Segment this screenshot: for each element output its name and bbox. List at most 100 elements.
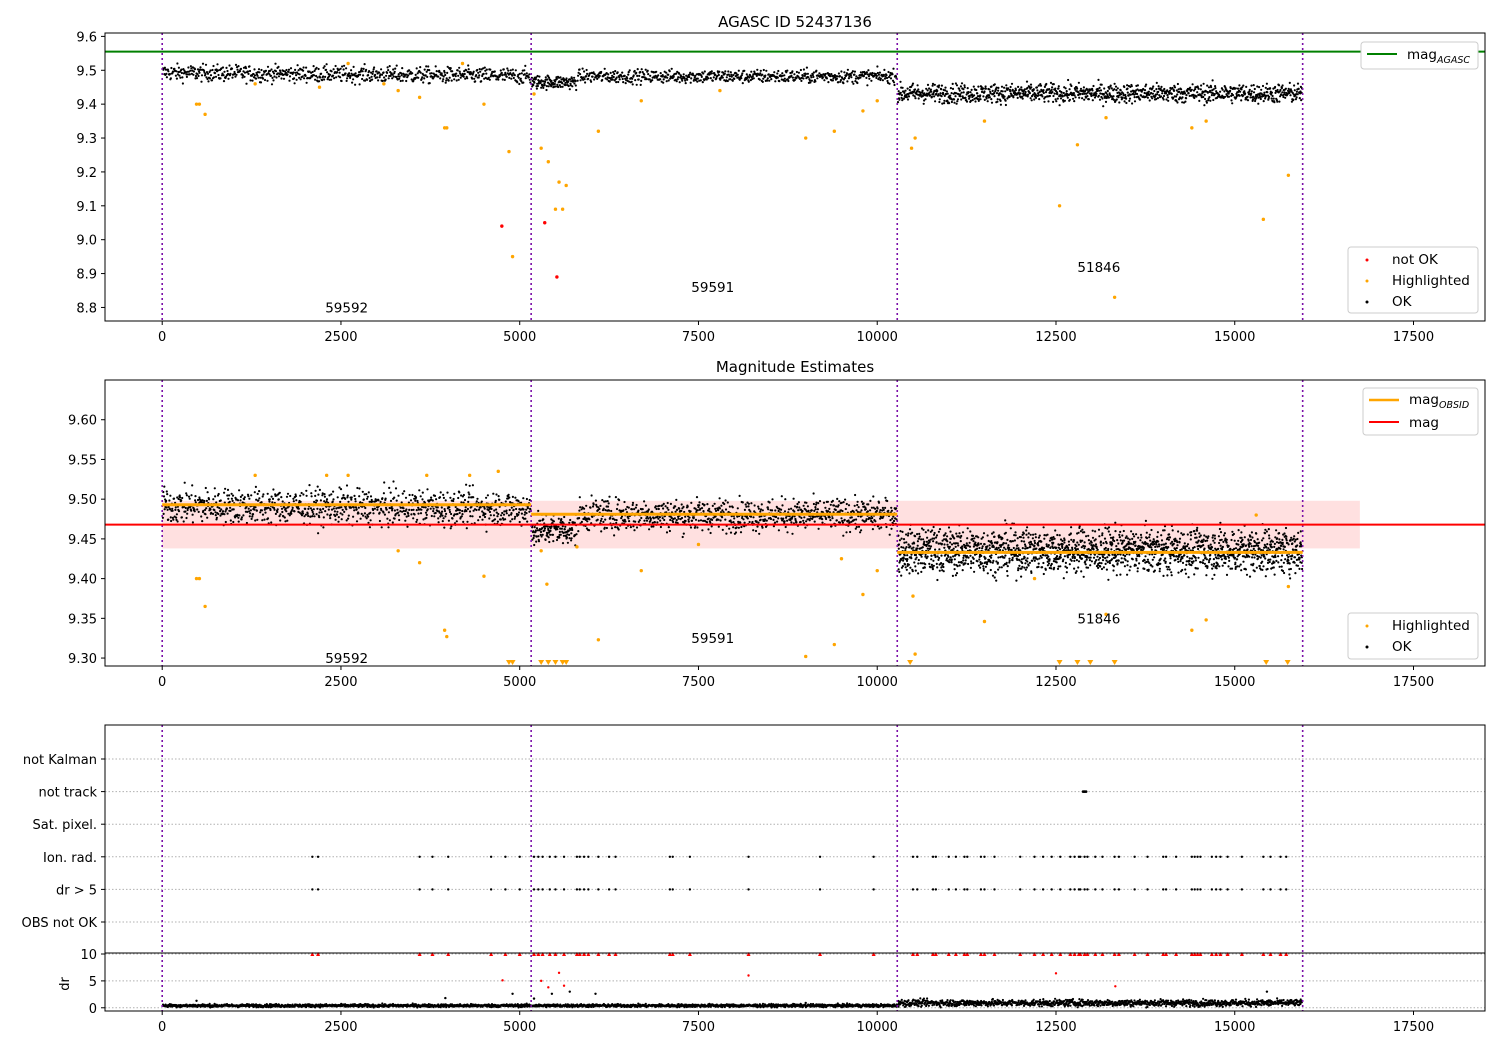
ok-point xyxy=(905,541,908,544)
ok-point xyxy=(447,519,450,522)
ok-point xyxy=(363,63,366,66)
ok-point xyxy=(1099,92,1102,95)
ok-point xyxy=(797,71,801,74)
ok-point xyxy=(398,77,401,80)
ok-point xyxy=(1029,97,1032,100)
ok-point xyxy=(256,492,259,495)
ok-point xyxy=(804,526,807,529)
ok-point xyxy=(372,68,375,71)
ok-point xyxy=(206,77,209,81)
ok-point xyxy=(472,496,475,499)
ok-point xyxy=(592,71,595,74)
ok-point xyxy=(304,74,307,77)
ok-point xyxy=(689,71,692,74)
ok-point xyxy=(262,493,265,496)
ok-point xyxy=(662,78,665,81)
ok-point xyxy=(1009,90,1012,93)
ok-point xyxy=(887,70,890,74)
x-tick-label: 0 xyxy=(158,330,166,345)
ok-point xyxy=(502,513,506,516)
ok-point xyxy=(425,65,428,68)
ok-point xyxy=(725,532,728,535)
ok-point xyxy=(420,508,423,511)
ok-point xyxy=(1166,89,1169,92)
ok-point xyxy=(686,78,689,81)
ok-point xyxy=(253,74,257,77)
ok-point xyxy=(1007,87,1010,90)
ok-point xyxy=(259,81,263,84)
ok-point xyxy=(313,500,316,503)
ok-point xyxy=(1208,96,1211,99)
ok-point xyxy=(223,70,226,73)
ok-point xyxy=(918,535,921,538)
ok-point xyxy=(798,515,801,518)
ok-point xyxy=(1125,97,1128,100)
highlighted-point xyxy=(596,129,601,133)
ok-point xyxy=(645,519,649,522)
ok-point xyxy=(877,73,881,76)
ok-point xyxy=(843,71,846,74)
ok-point xyxy=(557,85,560,89)
ok-point xyxy=(547,536,550,539)
ok-point xyxy=(467,68,470,71)
ok-point xyxy=(386,71,389,74)
ok-point xyxy=(799,520,802,524)
ok-point xyxy=(681,77,684,80)
ok-point xyxy=(1198,99,1201,102)
ok-point xyxy=(578,496,581,499)
ok-point xyxy=(231,499,234,502)
ok-point xyxy=(910,557,913,560)
ok-point xyxy=(409,499,413,502)
ok-point xyxy=(665,80,668,83)
ok-point xyxy=(614,70,617,73)
ok-point xyxy=(890,506,893,509)
ok-point xyxy=(451,517,454,520)
ok-point xyxy=(548,540,551,544)
ok-point xyxy=(252,76,256,79)
ok-point xyxy=(982,87,985,90)
ok-point xyxy=(461,509,464,513)
ok-point xyxy=(949,94,952,97)
ok-point xyxy=(173,67,176,70)
ok-point xyxy=(437,521,440,524)
ok-point xyxy=(762,77,765,80)
ok-point xyxy=(277,498,280,501)
ok-point xyxy=(488,78,491,81)
ok-point xyxy=(468,484,471,487)
ok-point xyxy=(321,79,324,82)
ok-point xyxy=(825,77,829,80)
ok-point xyxy=(1126,84,1129,87)
legend-marker-highlighted xyxy=(1365,279,1369,283)
ok-point xyxy=(1090,94,1093,98)
ok-point xyxy=(382,71,385,74)
ok-point xyxy=(270,83,274,86)
ok-point xyxy=(177,66,180,69)
ok-point xyxy=(1053,92,1056,95)
ok-point xyxy=(182,520,185,523)
ok-point xyxy=(917,562,920,565)
ok-point xyxy=(483,515,487,519)
ok-point xyxy=(663,518,666,522)
ok-point xyxy=(362,498,365,501)
ok-point xyxy=(911,531,914,534)
ok-point xyxy=(940,95,943,98)
ok-point xyxy=(339,500,342,503)
ok-point xyxy=(924,553,927,556)
ok-point xyxy=(166,493,169,496)
ok-point xyxy=(511,518,514,521)
ok-point xyxy=(993,92,996,95)
ok-point xyxy=(1289,94,1292,97)
ok-point xyxy=(1073,100,1076,103)
ok-point xyxy=(812,492,815,495)
ok-point xyxy=(225,66,228,69)
ok-point xyxy=(793,73,796,76)
ok-point xyxy=(252,72,255,76)
ok-point xyxy=(829,503,832,506)
ok-point xyxy=(958,89,961,92)
ok-point xyxy=(550,85,553,88)
ok-point xyxy=(223,491,226,494)
ok-point xyxy=(447,79,450,82)
ok-point xyxy=(400,74,403,77)
ok-point xyxy=(1010,82,1014,85)
ok-point xyxy=(485,496,488,499)
